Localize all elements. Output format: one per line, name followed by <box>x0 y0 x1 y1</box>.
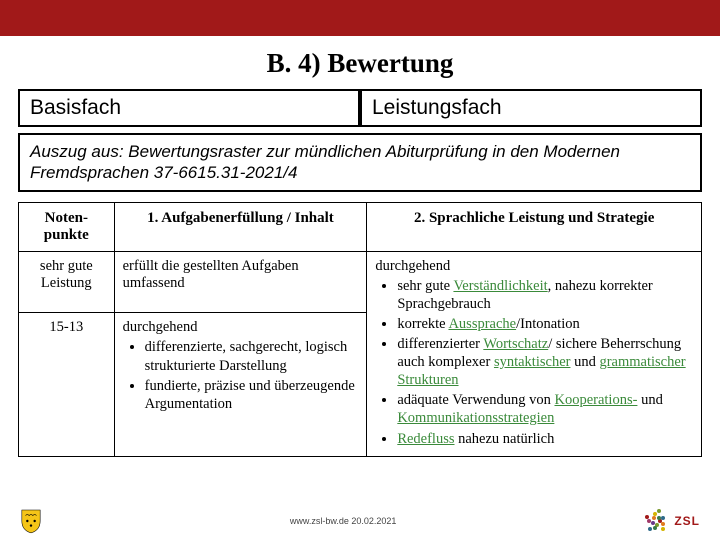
tabs-row: Basisfach Leistungsfach <box>0 89 720 127</box>
tab-leistungsfach: Leistungsfach <box>360 89 702 127</box>
top-bar <box>0 0 720 36</box>
rubric-table-wrap: Noten-punkte 1. Aufgabenerfüllung / Inha… <box>18 202 702 457</box>
table-cell-points: 15-13 <box>19 313 115 456</box>
list-item: adäquate Verwendung von Kooperations- un… <box>397 391 693 427</box>
tab-basisfach: Basisfach <box>18 89 360 127</box>
zsl-text: ZSL <box>674 514 700 528</box>
rubric-table: Noten-punkte 1. Aufgabenerfüllung / Inha… <box>18 202 702 457</box>
list-item: Redefluss nahezu natürlich <box>397 430 693 448</box>
list-item: differenzierter Wortschatz/ sichere Behe… <box>397 335 693 389</box>
list-item: sehr gute Verständlichkeit, nahezu korre… <box>397 277 693 313</box>
col-header-sprache: 2. Sprachliche Leistung und Strategie <box>367 202 702 251</box>
list-item: differenzierte, sachgerecht, logisch str… <box>145 338 359 374</box>
zsl-dots-icon <box>644 509 668 533</box>
table-cell-inhalt: erfüllt die gestellten Aufgaben umfassen… <box>114 251 367 313</box>
table-cell-sprache: durchgehendsehr gute Verständlichkeit, n… <box>367 251 702 456</box>
table-cell-level: sehr gute Leistung <box>19 251 115 313</box>
col-header-notenpunkte: Noten-punkte <box>19 202 115 251</box>
footer-text: www.zsl-bw.de 20.02.2021 <box>42 516 644 526</box>
list-item: korrekte Aussprache/Intonation <box>397 315 693 333</box>
table-cell-inhalt: durchgehenddifferenzierte, sachgerecht, … <box>114 313 367 456</box>
footer: www.zsl-bw.de 20.02.2021 ZSL <box>0 508 720 534</box>
state-crest-icon <box>20 508 42 534</box>
source-box: Auszug aus: Bewertungsraster zur mündlic… <box>18 133 702 192</box>
list-item: fundierte, präzise und überzeugende Argu… <box>145 377 359 413</box>
col-header-inhalt: 1. Aufgabenerfüllung / Inhalt <box>114 202 367 251</box>
zsl-logo: ZSL <box>644 509 700 533</box>
page-title: B. 4) Bewertung <box>0 48 720 79</box>
